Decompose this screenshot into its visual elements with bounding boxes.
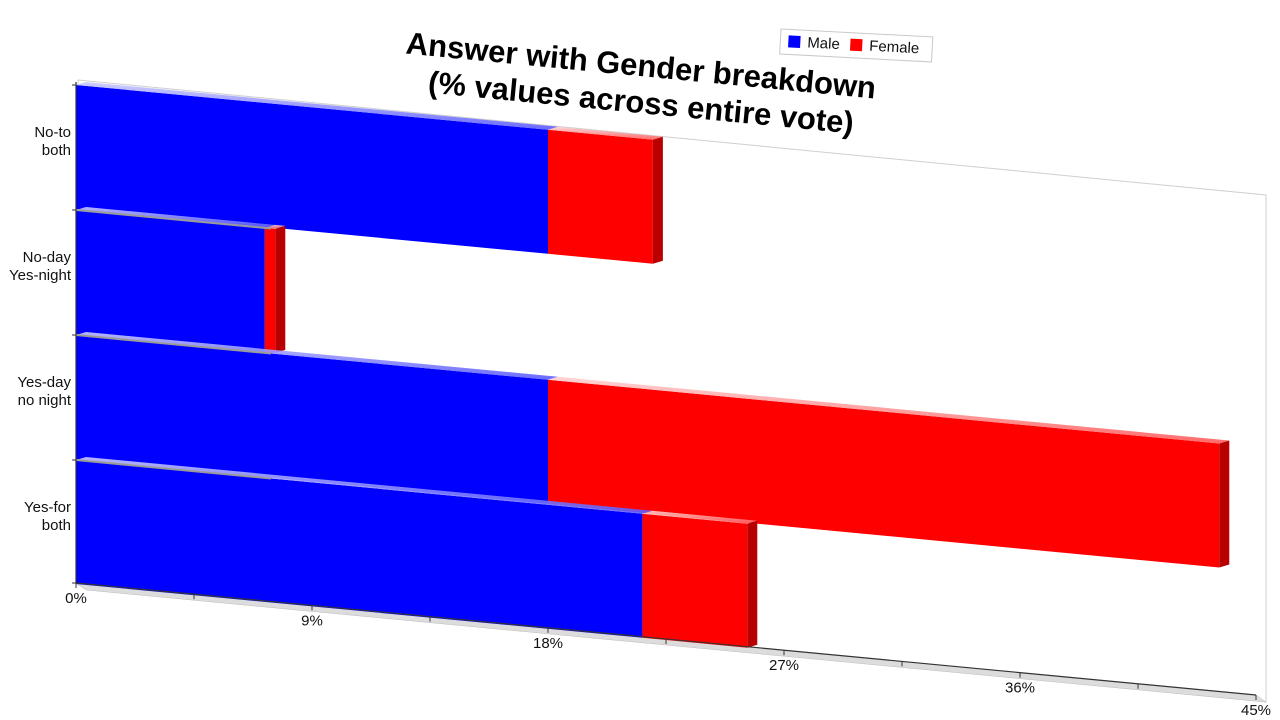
category-label-0-line-1: both <box>42 142 71 159</box>
bar-top-female-3 <box>642 510 758 524</box>
bar-side-1 <box>275 225 286 353</box>
bar-top-male-3 <box>76 457 653 514</box>
bar-female-0 <box>548 129 653 264</box>
bar-side-0 <box>652 136 663 264</box>
bar-male-1 <box>76 210 265 352</box>
legend-swatch-male <box>788 35 801 49</box>
bar-female-3 <box>642 513 748 648</box>
legend: Male Female <box>779 28 934 63</box>
bars-layer <box>76 82 1230 648</box>
row-separator-0 <box>75 209 272 230</box>
x-tick-label-2: 18% <box>533 635 563 652</box>
category-label-1-line-0: No-day <box>23 249 72 266</box>
category-label-3-line-1: both <box>42 517 71 534</box>
x-tick-label-0: 0% <box>65 590 87 607</box>
category-label-0: No-to both <box>34 124 71 159</box>
category-label-1-line-1: Yes-night <box>9 267 72 284</box>
legend-label-female: Female <box>869 38 920 58</box>
x-tick-label-1: 9% <box>301 612 323 629</box>
bar-female-1 <box>264 227 276 353</box>
bar-male-2 <box>76 335 548 504</box>
bar-top-female-2 <box>548 376 1230 444</box>
bar-male-3 <box>76 460 643 638</box>
category-label-0-line-0: No-to <box>34 124 71 141</box>
category-label-3: Yes-for both <box>24 499 71 534</box>
x-tick-label-5: 45% <box>1241 702 1271 719</box>
row-separator-2 <box>75 459 272 480</box>
legend-swatch-female <box>849 38 863 52</box>
category-label-2-line-0: Yes-day <box>17 374 71 391</box>
bar-top-female-0 <box>548 126 663 140</box>
bar-side-3 <box>747 520 758 648</box>
legend-label-male: Male <box>807 34 840 53</box>
bar-top-male-2 <box>76 332 558 380</box>
bar-side-2 <box>1219 440 1230 568</box>
bar-top-male-1 <box>76 207 275 228</box>
category-label-1: No-day Yes-night <box>9 249 72 284</box>
bar-top-male-0 <box>76 82 558 130</box>
category-label-2-line-1: no night <box>18 392 72 409</box>
category-label-2: Yes-day no night <box>17 374 71 409</box>
x-tick-label-4: 36% <box>1005 680 1035 697</box>
bar-female-2 <box>548 379 1220 568</box>
row-separator-1 <box>75 334 272 355</box>
axes-layer <box>72 82 1257 700</box>
bar-male-0 <box>76 85 548 254</box>
x-tick-label-3: 27% <box>769 657 799 674</box>
category-label-3-line-0: Yes-for <box>24 499 71 516</box>
